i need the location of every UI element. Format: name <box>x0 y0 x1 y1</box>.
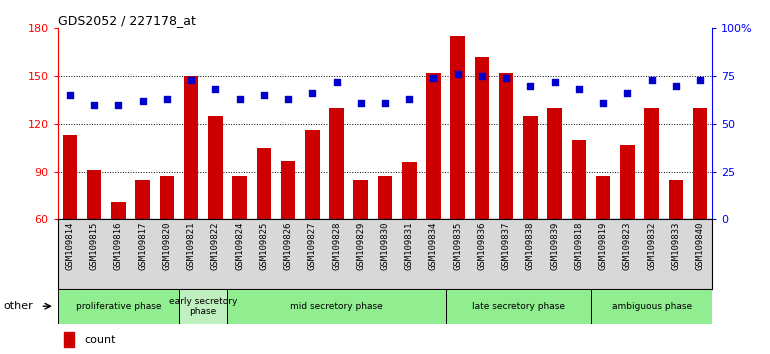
Point <box>427 75 440 81</box>
Bar <box>58 289 179 324</box>
Text: GSM109816: GSM109816 <box>114 222 123 270</box>
Point <box>597 100 609 106</box>
Text: GSM109837: GSM109837 <box>502 222 511 270</box>
Text: late secretory phase: late secretory phase <box>472 302 565 311</box>
Text: GSM109814: GSM109814 <box>65 222 75 270</box>
Bar <box>644 108 659 219</box>
Point <box>330 79 343 85</box>
Bar <box>499 73 514 219</box>
Point <box>548 79 561 85</box>
Point <box>258 92 270 98</box>
Text: GSM109830: GSM109830 <box>380 222 390 270</box>
Text: GSM109817: GSM109817 <box>138 222 147 270</box>
Text: GSM109831: GSM109831 <box>405 222 413 270</box>
Bar <box>159 176 174 219</box>
Text: GSM109825: GSM109825 <box>259 222 268 270</box>
Point <box>621 91 634 96</box>
Text: GSM109839: GSM109839 <box>551 222 559 270</box>
Text: GSM109834: GSM109834 <box>429 222 438 270</box>
Point <box>500 75 512 81</box>
Bar <box>596 176 611 219</box>
Bar <box>547 108 562 219</box>
Bar <box>591 289 712 324</box>
Bar <box>378 176 392 219</box>
Point <box>233 96 246 102</box>
Bar <box>330 108 343 219</box>
Text: GSM109822: GSM109822 <box>211 222 219 270</box>
Bar <box>693 108 708 219</box>
Point <box>306 91 319 96</box>
Text: GSM109833: GSM109833 <box>671 222 681 270</box>
Bar <box>668 179 683 219</box>
Text: ambiguous phase: ambiguous phase <box>611 302 691 311</box>
Bar <box>353 179 368 219</box>
Point <box>161 96 173 102</box>
Bar <box>523 116 537 219</box>
Bar <box>474 57 489 219</box>
Text: GSM109815: GSM109815 <box>89 222 99 270</box>
Text: GSM109829: GSM109829 <box>357 222 365 270</box>
Bar <box>136 179 150 219</box>
Text: GSM109820: GSM109820 <box>162 222 172 270</box>
Text: GSM109835: GSM109835 <box>454 222 462 270</box>
Point <box>282 96 294 102</box>
Text: GSM109832: GSM109832 <box>647 222 656 270</box>
Point <box>451 72 464 77</box>
Bar <box>281 161 296 219</box>
Point <box>355 100 367 106</box>
Text: GDS2052 / 227178_at: GDS2052 / 227178_at <box>58 14 196 27</box>
Point <box>185 77 197 83</box>
Text: other: other <box>3 301 32 311</box>
Bar <box>402 162 417 219</box>
Bar <box>227 289 446 324</box>
Point <box>670 83 682 88</box>
Point <box>403 96 415 102</box>
Point <box>476 73 488 79</box>
Point <box>112 102 125 108</box>
Point <box>524 83 537 88</box>
Text: mid secretory phase: mid secretory phase <box>290 302 383 311</box>
Text: GSM109821: GSM109821 <box>186 222 196 270</box>
Text: GSM109827: GSM109827 <box>308 222 316 270</box>
Text: GSM109828: GSM109828 <box>332 222 341 270</box>
Bar <box>87 170 102 219</box>
Text: GSM109840: GSM109840 <box>695 222 705 270</box>
Bar <box>208 116 223 219</box>
Bar <box>62 135 77 219</box>
Text: GSM109826: GSM109826 <box>283 222 293 270</box>
Bar <box>427 73 440 219</box>
Point <box>573 87 585 92</box>
Point <box>88 102 100 108</box>
Bar <box>65 332 74 347</box>
Point <box>136 98 149 104</box>
Point <box>64 92 76 98</box>
Bar <box>111 202 126 219</box>
Bar <box>184 76 199 219</box>
Bar <box>446 289 591 324</box>
Point <box>694 77 706 83</box>
Text: GSM109819: GSM109819 <box>598 222 608 270</box>
Text: GSM109818: GSM109818 <box>574 222 584 270</box>
Text: GSM109836: GSM109836 <box>477 222 487 270</box>
Bar <box>233 176 247 219</box>
Text: GSM109823: GSM109823 <box>623 222 632 270</box>
Text: proliferative phase: proliferative phase <box>75 302 161 311</box>
Bar <box>179 289 227 324</box>
Point <box>379 100 391 106</box>
Text: GSM109838: GSM109838 <box>526 222 535 270</box>
Bar <box>305 130 320 219</box>
Bar <box>620 144 634 219</box>
Bar <box>256 148 271 219</box>
Text: early secretory
phase: early secretory phase <box>169 297 237 316</box>
Point <box>209 87 222 92</box>
Text: GSM109824: GSM109824 <box>235 222 244 270</box>
Bar <box>571 140 586 219</box>
Bar <box>450 36 465 219</box>
Text: count: count <box>84 335 116 345</box>
Point <box>645 77 658 83</box>
